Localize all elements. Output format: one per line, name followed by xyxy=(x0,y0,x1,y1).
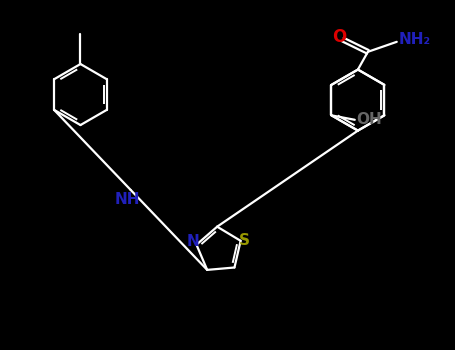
Text: NH: NH xyxy=(115,193,141,207)
Text: NH₂: NH₂ xyxy=(399,32,431,47)
Text: OH: OH xyxy=(356,112,382,127)
Text: O: O xyxy=(333,28,347,47)
Text: N: N xyxy=(186,234,199,249)
Text: S: S xyxy=(239,233,250,248)
